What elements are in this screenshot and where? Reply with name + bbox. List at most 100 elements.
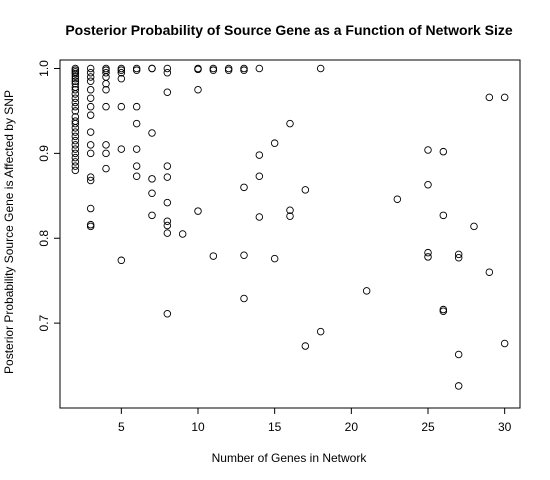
- x-tick-label: 15: [268, 420, 282, 434]
- data-point: [117, 145, 126, 153]
- data-point: [148, 189, 156, 198]
- data-point: [71, 72, 80, 80]
- data-point: [240, 251, 248, 259]
- data-point: [86, 77, 95, 85]
- data-point: [71, 119, 80, 128]
- data-point: [163, 173, 172, 181]
- data-point: [71, 74, 80, 83]
- data-point: [71, 158, 80, 166]
- data-point: [71, 153, 80, 162]
- data-point: [102, 80, 110, 88]
- data-point: [240, 66, 248, 74]
- data-point: [71, 77, 80, 85]
- data-point: [102, 68, 110, 77]
- data-point: [424, 181, 432, 189]
- data-point: [86, 102, 95, 111]
- chart-title: Posterior Probability of Source Gene as …: [65, 22, 513, 38]
- data-point: [117, 66, 126, 74]
- data-point: [71, 124, 80, 132]
- data-point: [393, 195, 402, 203]
- data-point: [424, 248, 432, 257]
- data-point: [255, 213, 264, 221]
- data-point: [86, 222, 95, 231]
- data-point: [117, 102, 126, 111]
- data-point: [132, 172, 141, 181]
- data-point: [71, 162, 80, 170]
- data-point: [86, 204, 95, 213]
- data-point: [86, 128, 95, 136]
- data-point: [454, 382, 463, 390]
- x-tick-label: 10: [191, 420, 205, 434]
- y-tick-label: 0.7: [37, 314, 51, 331]
- data-point: [316, 327, 325, 336]
- data-point: [362, 287, 371, 295]
- data-point: [71, 132, 80, 141]
- data-point: [240, 183, 248, 192]
- data-point: [255, 172, 264, 181]
- data-point: [194, 207, 202, 215]
- data-point: [71, 98, 80, 107]
- data-point: [255, 151, 264, 159]
- data-point: [470, 222, 478, 231]
- data-point: [316, 64, 325, 73]
- data-point: [286, 206, 294, 214]
- data-point: [500, 93, 509, 102]
- data-point: [500, 339, 509, 348]
- data-point: [71, 136, 80, 145]
- data-point: [439, 147, 448, 156]
- data-point: [163, 217, 172, 226]
- data-point: [194, 65, 202, 74]
- data-point: [209, 252, 218, 260]
- data-point: [86, 94, 95, 102]
- y-tick-label: 0.8: [37, 230, 51, 247]
- data-point: [270, 254, 279, 263]
- data-point: [102, 85, 110, 94]
- data-points: [71, 64, 509, 390]
- data-point: [132, 162, 141, 170]
- y-tick-label: 1.0: [37, 60, 51, 77]
- data-point: [209, 66, 218, 74]
- data-point: [270, 139, 279, 147]
- data-point: [102, 102, 110, 111]
- data-point: [286, 212, 294, 220]
- data-point: [194, 85, 202, 94]
- data-point: [117, 68, 126, 77]
- data-point: [71, 107, 80, 115]
- data-point: [71, 80, 80, 88]
- plot-frame: [59, 59, 521, 409]
- data-point: [71, 166, 80, 175]
- data-point: [178, 230, 187, 238]
- data-point: [71, 94, 80, 102]
- data-point: [86, 141, 95, 149]
- data-point: [132, 119, 141, 128]
- y-axis: 0.7 0.8 0.9 1.0: [37, 60, 60, 331]
- data-point: [117, 256, 126, 265]
- data-point: [163, 310, 172, 318]
- data-point: [301, 186, 310, 194]
- data-point: [424, 146, 432, 154]
- x-tick-label: 25: [421, 420, 435, 434]
- data-point: [132, 145, 141, 153]
- data-point: [148, 129, 156, 137]
- data-point: [163, 162, 172, 170]
- data-point: [71, 85, 80, 94]
- data-point: [163, 221, 172, 230]
- x-axis: 5 10 15 20 25 30: [118, 408, 512, 434]
- x-tick-label: 20: [345, 420, 359, 434]
- data-point: [163, 68, 172, 77]
- data-point: [71, 128, 80, 136]
- data-point: [86, 111, 95, 119]
- data-point: [454, 350, 463, 359]
- data-point: [132, 66, 141, 74]
- data-point: [240, 294, 248, 303]
- data-point: [71, 69, 80, 78]
- data-point: [148, 64, 156, 73]
- x-tick-label: 30: [498, 420, 512, 434]
- data-point: [454, 254, 463, 262]
- data-point: [163, 198, 172, 207]
- data-point: [102, 141, 110, 149]
- data-point: [485, 268, 494, 276]
- data-point: [286, 119, 294, 128]
- data-point: [255, 64, 264, 73]
